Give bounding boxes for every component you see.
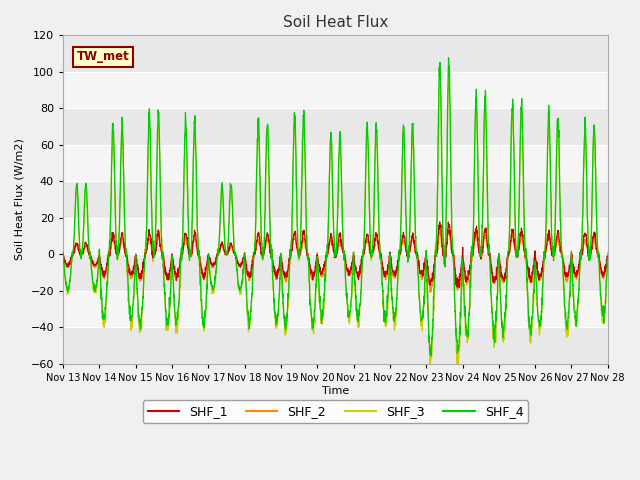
Legend: SHF_1, SHF_2, SHF_3, SHF_4: SHF_1, SHF_2, SHF_3, SHF_4 xyxy=(143,400,528,423)
Bar xyxy=(63,181,608,218)
Bar xyxy=(63,36,608,72)
Text: TW_met: TW_met xyxy=(77,50,129,63)
Y-axis label: Soil Heat Flux (W/m2): Soil Heat Flux (W/m2) xyxy=(15,139,25,261)
Bar xyxy=(63,108,608,145)
Bar xyxy=(63,254,608,291)
Title: Soil Heat Flux: Soil Heat Flux xyxy=(283,15,388,30)
Bar xyxy=(63,327,608,364)
X-axis label: Time: Time xyxy=(322,385,349,396)
